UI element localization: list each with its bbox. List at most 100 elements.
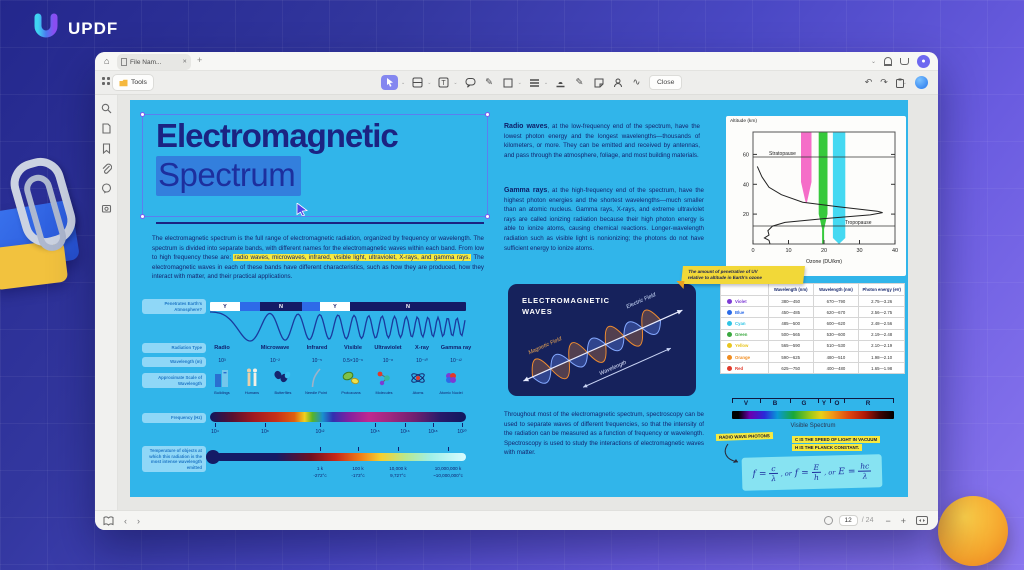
attachment-icon[interactable] [101, 163, 112, 174]
svg-text:20: 20 [821, 248, 827, 254]
window-menu-chevron-icon[interactable]: ⌄ [870, 59, 876, 65]
svg-text:10: 10 [785, 248, 791, 254]
shape-tool[interactable] [502, 76, 515, 89]
temp-tick: 10,000,000 k ~10,000,000°c [433, 466, 463, 478]
selection-handle[interactable] [485, 112, 490, 117]
home-icon[interactable]: ⌂ [104, 56, 110, 66]
reader-chevron-icon[interactable]: ⌄ [427, 79, 432, 86]
cart-icon[interactable] [900, 58, 909, 65]
clipboard-chevron-icon: ⌄ [902, 79, 907, 86]
svg-text:T: T [442, 80, 447, 87]
scale-label: Needle Point [305, 391, 327, 395]
color-dot [727, 320, 732, 326]
v-letter: B [772, 400, 778, 407]
organize-chevron-icon[interactable]: ⌄ [543, 79, 549, 86]
redo-icon[interactable]: ↷ [880, 77, 888, 87]
doc-icon [121, 58, 127, 66]
close-button[interactable]: Close [649, 75, 683, 90]
notification-bell-icon[interactable] [884, 57, 892, 66]
clipboard-group[interactable]: ⌄ [895, 78, 907, 88]
band-wl: 10⁻⁵ [311, 358, 323, 364]
thumbnails-icon[interactable] [101, 123, 112, 134]
edit-text-tool[interactable]: T [437, 76, 450, 89]
text-chevron-icon[interactable]: ⌄ [453, 79, 458, 86]
band-name: Microwave [260, 345, 290, 351]
intro-paragraph: The electromagnetic spectrum is the full… [152, 234, 484, 282]
tools-button[interactable]: Tools [112, 74, 154, 91]
color-dot [727, 298, 732, 304]
col-header: Photon energy (eV) [858, 283, 905, 296]
text-selection-box[interactable] [140, 112, 490, 219]
bookmark-icon[interactable] [101, 143, 112, 154]
apps-grid-icon[interactable] [102, 77, 110, 85]
v-letter: O [834, 400, 840, 407]
sticky-note-callout[interactable]: The amount of penetrative of UV relative… [675, 266, 805, 289]
table-row: Yellow 565—590 510—530 2.10—2.19 [720, 339, 905, 352]
selection-handle[interactable] [485, 214, 490, 219]
zoom-out-icon[interactable]: − [885, 515, 891, 526]
temp-tick: 10,000 k 9,727°c [389, 466, 407, 478]
prev-page-icon[interactable]: ‹ [124, 515, 127, 526]
pencil-tool[interactable]: ✎ [575, 77, 584, 88]
gamma-rays-paragraph: Gamma rays, at the high-frequency end of… [504, 186, 704, 253]
stamp-tool[interactable] [554, 76, 567, 89]
band-wl: 10⁻¹² [450, 358, 462, 364]
needle-point-icon [311, 368, 321, 388]
svg-text:40: 40 [892, 248, 898, 254]
svg-text:Magnetic Field: Magnetic Field [528, 336, 564, 356]
svg-text:Tropopause: Tropopause [845, 220, 872, 226]
altitude-axis-label: Altitude (km) [730, 119, 757, 124]
note-fold [675, 281, 685, 289]
h-constant-annotation[interactable]: H IS THE PLANCK CONSTANT. [792, 444, 863, 451]
atmosphere-bar: Y N Y N [210, 302, 466, 311]
account-avatar[interactable]: ● [917, 55, 930, 68]
color-dot [727, 354, 732, 360]
comment-tool[interactable] [464, 76, 477, 89]
scale-label: Protozoans [341, 391, 361, 395]
ai-assistant-button[interactable] [915, 76, 928, 89]
selection-handle[interactable] [140, 112, 145, 117]
search-icon[interactable] [101, 103, 112, 114]
comments-panel-icon[interactable] [101, 183, 112, 194]
current-page-input[interactable]: 12 [838, 515, 858, 526]
band-name: X-ray [415, 345, 429, 351]
fit-width-icon[interactable] [916, 516, 928, 525]
svg-text:60: 60 [743, 152, 749, 158]
zoom-in-icon[interactable]: + [900, 515, 906, 526]
scale-label: Humans [244, 391, 260, 395]
document-area: Electromagnetic Spectrum The electromagn… [118, 95, 938, 510]
row-label-temperature: Temperature of objects at which this rad… [142, 446, 206, 473]
snapshot-icon[interactable] [101, 203, 112, 214]
document-tab[interactable]: File Nam... ✕ [117, 54, 191, 70]
radio-photons-annotation[interactable]: RADIO WAVE PHOTONS [715, 432, 773, 441]
selection-handle[interactable] [140, 214, 145, 219]
temp-tick: 1 k -272°c [313, 466, 327, 478]
organize-pages-tool[interactable] [528, 76, 541, 89]
radio-waves-paragraph: Radio waves, at the low-frequency end of… [504, 122, 700, 160]
scale-label: Atoms [412, 391, 424, 395]
view-mode-icon[interactable] [823, 516, 833, 525]
signature-person-icon[interactable] [611, 76, 624, 89]
decoration-orange-ball [938, 496, 1008, 566]
undo-icon[interactable]: ↶ [864, 77, 873, 87]
new-tab-button[interactable]: + [197, 55, 203, 65]
row-label-frequency: Frequency (Hz) [142, 413, 206, 423]
c-constant-annotation[interactable]: C IS THE SPEED OF LIGHT IN VACUUM [792, 436, 881, 443]
em-box-title1: ELECTROMAGNETIC [522, 296, 610, 305]
signature-tool[interactable]: ∿ [632, 77, 641, 88]
select-tool[interactable] [381, 75, 398, 90]
buildings-icon [215, 370, 228, 387]
reader-view-icon[interactable] [103, 515, 114, 526]
page-title-line1: Electromagnetic [156, 117, 399, 154]
shape-chevron-icon[interactable]: ⌄ [517, 79, 522, 86]
next-page-icon[interactable]: › [137, 515, 140, 526]
highlight-tool[interactable]: ✎ [485, 77, 494, 88]
select-tool-chevron-icon[interactable]: ⌄ [401, 79, 406, 86]
visible-color-table: Wavelength (nm) Wavelength (nm) Photon e… [720, 283, 905, 375]
reader-mode-tool[interactable] [411, 76, 424, 89]
page-total: / 24 [861, 517, 874, 524]
sticky-note-tool[interactable] [592, 76, 605, 89]
tab-close-icon[interactable]: ✕ [182, 59, 187, 65]
